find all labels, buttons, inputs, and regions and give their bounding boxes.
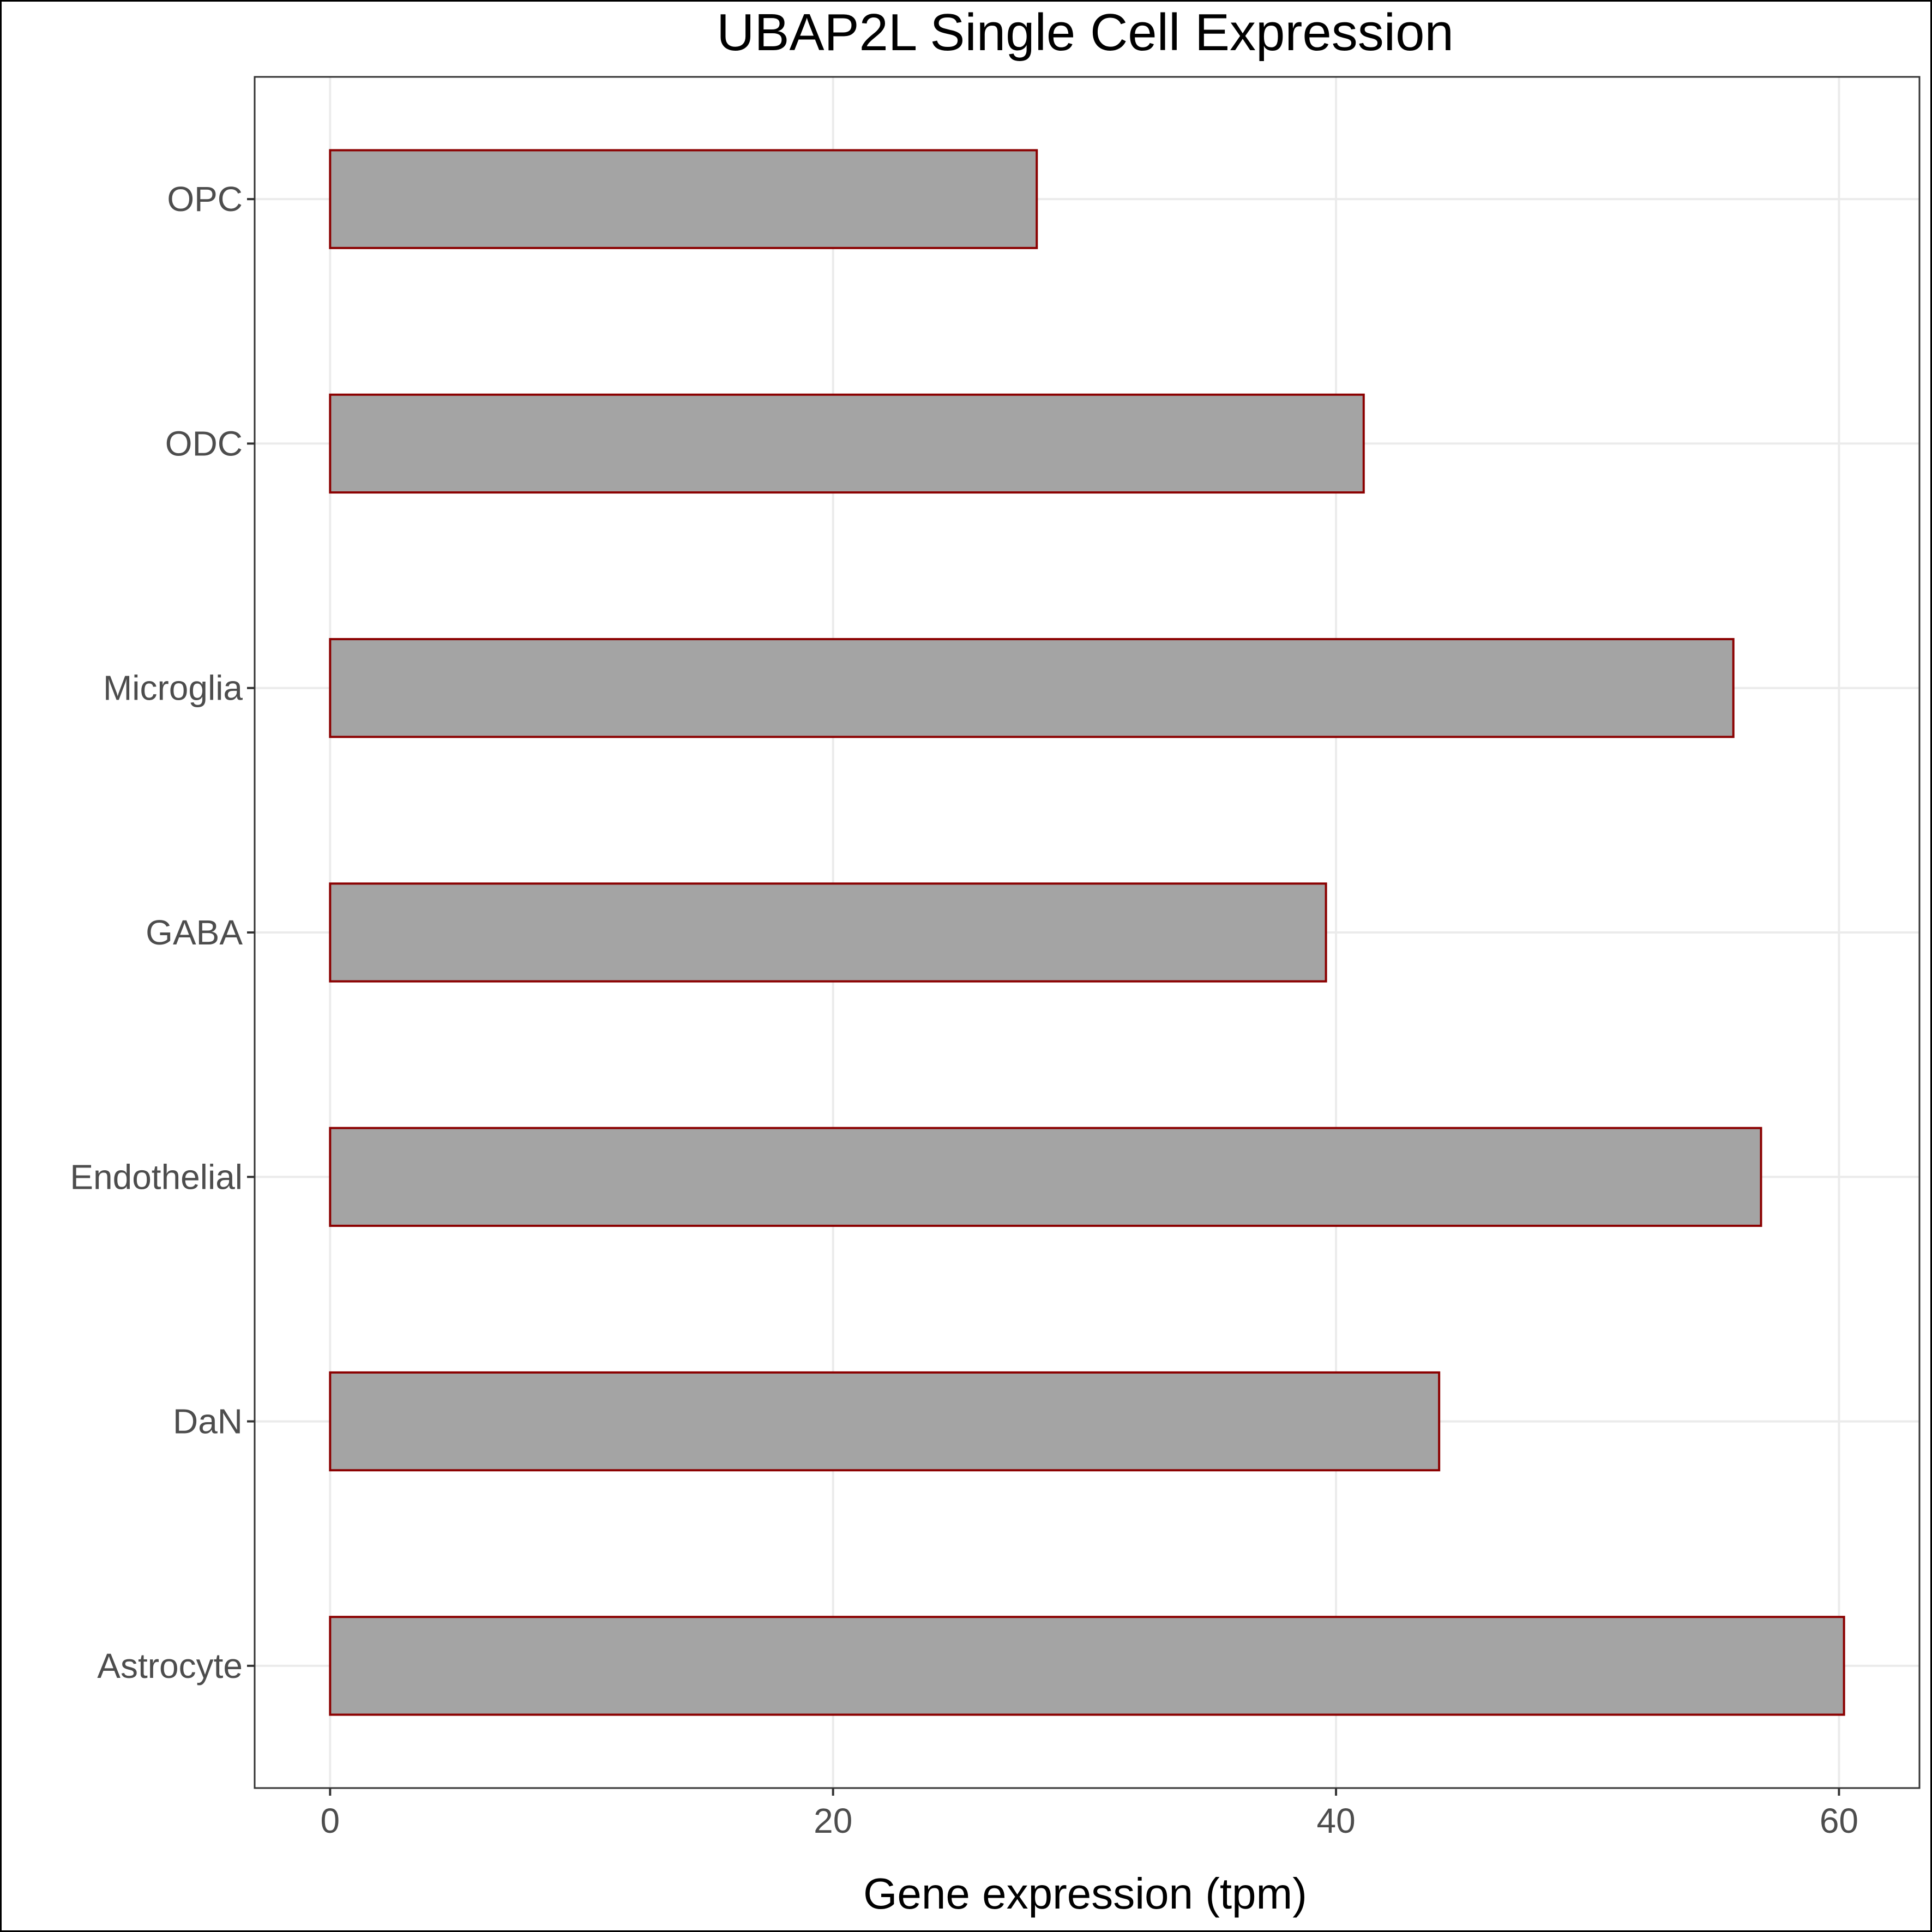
x-axis-title: Gene expression (tpm) [863, 1869, 1307, 1918]
y-tick-label: OPC [167, 179, 243, 219]
x-tick-label: 60 [1820, 1801, 1858, 1840]
x-tick-label: 0 [321, 1801, 340, 1840]
y-tick-label: Endothelial [70, 1157, 243, 1196]
y-tick-label: Astrocyte [97, 1646, 243, 1686]
y-axis-ticks: OPC ODC Microglia GABA Endothelial DaN Astrocy… [70, 179, 255, 1686]
bar-microglia [329, 638, 1735, 738]
y-tick-label: ODC [165, 424, 243, 463]
chart-title: UBAP2L Single Cell Expression [717, 3, 1454, 62]
bar-opc [329, 149, 1038, 249]
bar-odc [329, 393, 1365, 494]
y-tick-label: DaN [173, 1402, 243, 1441]
bars [329, 149, 1845, 1716]
bar-astrocyte [329, 1616, 1845, 1716]
y-tick-label: GABA [146, 913, 243, 952]
x-tick-label: 40 [1316, 1801, 1355, 1840]
x-axis-ticks: 0 20 40 60 [321, 1788, 1858, 1840]
bar-dan [329, 1371, 1441, 1472]
bar-gaba [329, 882, 1327, 983]
bar-endothelial [329, 1127, 1762, 1227]
y-tick-label: Microglia [103, 669, 243, 708]
x-tick-label: 20 [814, 1801, 852, 1840]
